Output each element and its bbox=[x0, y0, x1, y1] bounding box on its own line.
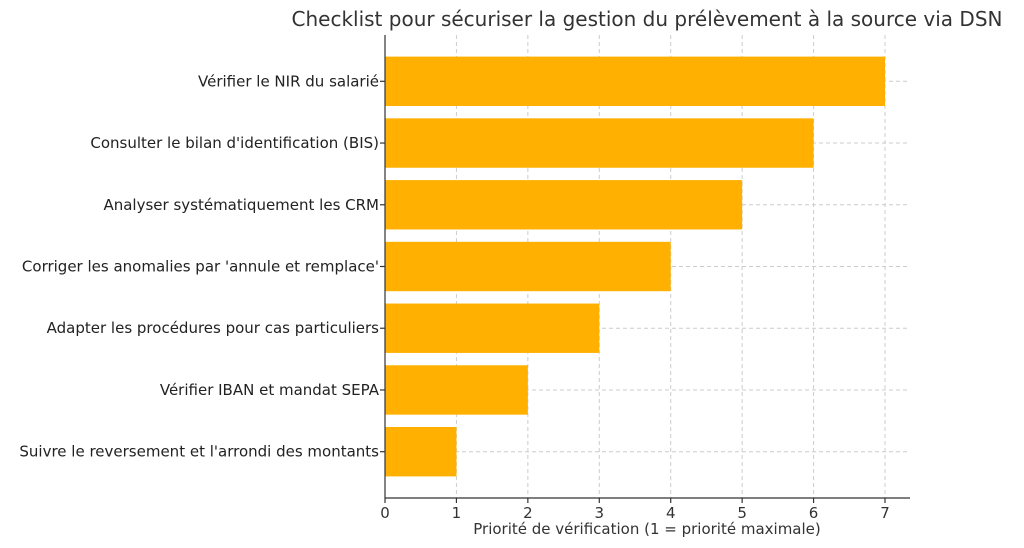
bar bbox=[385, 303, 600, 353]
bars bbox=[385, 56, 885, 477]
bar bbox=[385, 427, 457, 477]
x-axis-label: Priorité de vérification (1 = priorité m… bbox=[473, 520, 821, 538]
y-category-label: Suivre le reversement et l'arrondi des m… bbox=[19, 443, 379, 461]
x-tick-label: 1 bbox=[452, 504, 462, 522]
x-tick-label: 7 bbox=[880, 504, 890, 522]
y-category-label: Vérifier IBAN et mandat SEPA bbox=[160, 381, 380, 399]
bar bbox=[385, 118, 814, 168]
y-category-label: Consulter le bilan d'identification (BIS… bbox=[90, 134, 379, 152]
bar bbox=[385, 180, 743, 230]
chart-title: Checklist pour sécuriser la gestion du p… bbox=[292, 7, 1003, 31]
x-tick-label: 0 bbox=[380, 504, 390, 522]
bar bbox=[385, 241, 671, 292]
x-tick-label: 2 bbox=[523, 504, 533, 522]
x-tick-label: 4 bbox=[666, 504, 676, 522]
y-category-label: Adapter les procédures pour cas particul… bbox=[47, 319, 380, 337]
x-ticks: 0 1 2 3 4 5 6 7 bbox=[380, 498, 890, 522]
y-category-label: Analyser systématiquement les CRM bbox=[103, 196, 379, 214]
y-category-labels: Vérifier le NIR du salarié Consulter le b… bbox=[19, 72, 385, 461]
y-category-label: Vérifier le NIR du salarié bbox=[198, 72, 379, 90]
x-tick-label: 5 bbox=[737, 504, 747, 522]
x-tick-label: 3 bbox=[595, 504, 605, 522]
bar bbox=[385, 365, 528, 415]
x-tick-label: 6 bbox=[809, 504, 819, 522]
y-category-label: Corriger les anomalies par 'annule et re… bbox=[22, 258, 379, 276]
bar bbox=[385, 56, 885, 106]
